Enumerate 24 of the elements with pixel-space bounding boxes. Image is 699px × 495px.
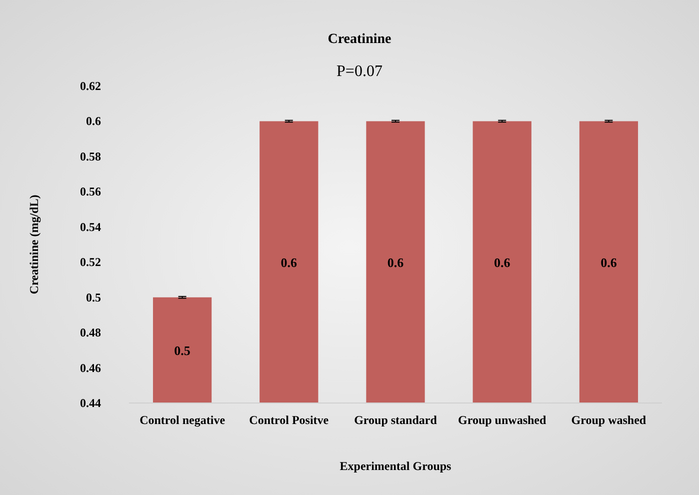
chart-title: Creatinine <box>328 32 392 47</box>
x-tick-label: Group standard <box>354 413 438 427</box>
y-axis-title: Creatinine (mg/dL) <box>27 194 41 294</box>
text: P=0.07 <box>336 63 382 80</box>
x-tick-label: Control Positve <box>249 413 330 427</box>
x-tick-label: Group unwashed <box>458 413 546 427</box>
y-tick-label: 0.52 <box>80 255 101 270</box>
y-tick-label: 0.6 <box>86 114 101 128</box>
x-axis-title: Experimental Groups <box>340 459 452 473</box>
y-tick-label: 0.58 <box>80 149 101 164</box>
y-tick-label: 0.46 <box>80 360 101 375</box>
x-tick-label: Control negative <box>140 413 226 427</box>
data-label: 0.6 <box>494 255 511 270</box>
x-tick-label: Group washed <box>571 413 646 427</box>
y-tick-label: 0.48 <box>80 326 101 340</box>
y-tick-label: 0.56 <box>80 184 101 199</box>
data-label: 0.6 <box>387 255 404 270</box>
y-tick-label: 0.54 <box>80 220 101 234</box>
data-label: 0.6 <box>600 255 618 270</box>
y-tick-label: 0.5 <box>86 290 101 304</box>
data-label: 0.6 <box>280 255 298 270</box>
y-tick-label: 0.62 <box>80 79 101 93</box>
data-label: 0.5 <box>174 343 191 358</box>
y-tick-label: 0.44 <box>80 396 101 410</box>
